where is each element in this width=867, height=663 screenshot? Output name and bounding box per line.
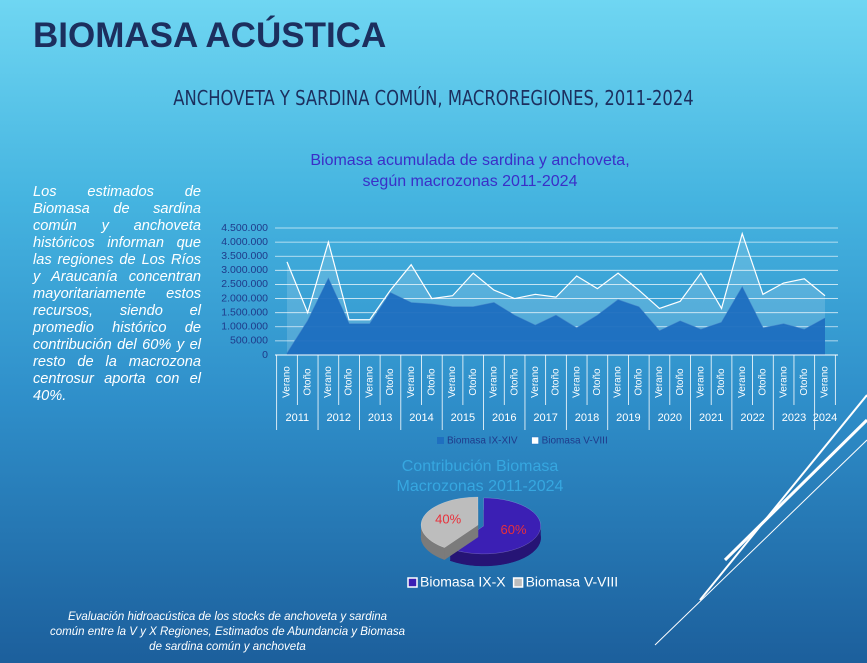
y-tick-label: 3.500.000: [221, 250, 268, 262]
footer-text: Evaluación hidroacústica de los stocks d…: [50, 611, 405, 653]
y-tick-label: 500.000: [230, 335, 268, 347]
x-group-label: 2024: [813, 412, 837, 424]
x-tick-label: Verano: [820, 366, 831, 398]
x-tick-label: Verano: [654, 366, 665, 398]
x-tick-label: Otoño: [551, 368, 562, 396]
x-group-label: 2023: [782, 412, 806, 424]
pie-slice-side: [450, 525, 541, 566]
y-tick-label: 2.500.000: [221, 278, 268, 290]
x-tick-label: Verano: [282, 366, 293, 398]
legend-label: Biomasa V-VIII: [542, 436, 608, 447]
deco-line: [654, 439, 867, 646]
x-group-label: 2011: [286, 412, 310, 424]
x-tick-label: Otoño: [633, 368, 644, 396]
x-tick-label: Otoño: [675, 368, 686, 396]
deco-line: [723, 418, 867, 562]
legend-marker: [437, 437, 444, 444]
x-tick-label: Verano: [406, 366, 417, 398]
x-tick-label: Otoño: [758, 368, 769, 396]
decoration: [654, 394, 867, 646]
area: [287, 278, 825, 355]
x-group-label: 2020: [658, 412, 682, 424]
area-edge: [286, 277, 826, 354]
x-group-label: 2012: [326, 412, 350, 424]
legend-label: Biomasa V-VIII: [526, 574, 619, 590]
x-group-label: 2021: [699, 412, 723, 424]
chart-title: Biomasa acumulada de sardina y anchoveta…: [310, 152, 630, 190]
x-group-label: 2017: [533, 412, 557, 424]
x-tick-label: Verano: [778, 366, 789, 398]
x-tick-label: Otoño: [385, 368, 396, 396]
pie-title: Contribución Biomasa Macrozonas 2011-202…: [396, 458, 564, 495]
legend-label: Biomasa IX-X: [420, 574, 506, 590]
legend-marker: [512, 577, 524, 588]
x-tick-label: Verano: [447, 366, 458, 398]
x-tick-label: Otoño: [799, 368, 810, 396]
x-tick-label: Otoño: [426, 368, 437, 396]
slide-title: BIOMASA ACÚSTICA: [33, 16, 387, 55]
x-tick-label: Verano: [571, 366, 582, 398]
deco-line: [699, 394, 867, 601]
data-label: 60%: [501, 522, 527, 537]
legend-label: Biomasa IX-XIV: [447, 436, 518, 447]
x-tick-label: Verano: [323, 366, 334, 398]
y-tick-label: 0: [262, 349, 268, 361]
pie-slice-side: [421, 525, 445, 560]
x-tick-label: Otoño: [716, 368, 727, 396]
area-edge: [286, 231, 826, 321]
y-tick-label: 1.500.000: [221, 306, 268, 318]
pie-slice: [420, 496, 479, 548]
y-tick-label: 1.000.000: [221, 321, 268, 333]
x-tick-label: Otoño: [509, 368, 520, 396]
x-tick-label: Verano: [695, 366, 706, 398]
legend-marker: [531, 436, 539, 445]
x-group-label: 2018: [575, 412, 599, 424]
x-group-label: 2019: [616, 412, 640, 424]
x-tick-label: Verano: [737, 366, 748, 398]
y-tick-label: 2.000.000: [221, 292, 268, 304]
x-tick-label: Otoño: [592, 368, 603, 396]
x-tick-label: Verano: [530, 366, 541, 398]
body-text: Los estimados de Biomasa de sardina comú…: [33, 184, 201, 404]
x-tick-label: Verano: [489, 366, 500, 398]
x-tick-label: Otoño: [302, 368, 313, 396]
y-tick-label: 4.500.000: [221, 222, 268, 234]
x-group-label: 2022: [740, 412, 764, 424]
area: [287, 233, 825, 354]
x-tick-label: Verano: [613, 366, 624, 398]
y-tick-label: 3.000.000: [221, 264, 268, 276]
x-group-label: 2013: [368, 412, 392, 424]
x-group-label: 2015: [451, 412, 475, 424]
x-tick-label: Otoño: [344, 368, 355, 396]
x-group-label: 2016: [492, 412, 516, 424]
x-group-label: 2014: [409, 412, 433, 424]
x-tick-label: Otoño: [468, 368, 479, 396]
slide-subtitle: ANCHOVETA Y SARDINA COMÚN, MACROREGIONES…: [173, 86, 694, 110]
pie-slice-group: [420, 496, 479, 560]
data-label: 40%: [435, 512, 461, 527]
legend-marker: [407, 577, 418, 588]
x-tick-label: Verano: [364, 366, 375, 398]
y-tick-label: 4.000.000: [221, 236, 268, 248]
